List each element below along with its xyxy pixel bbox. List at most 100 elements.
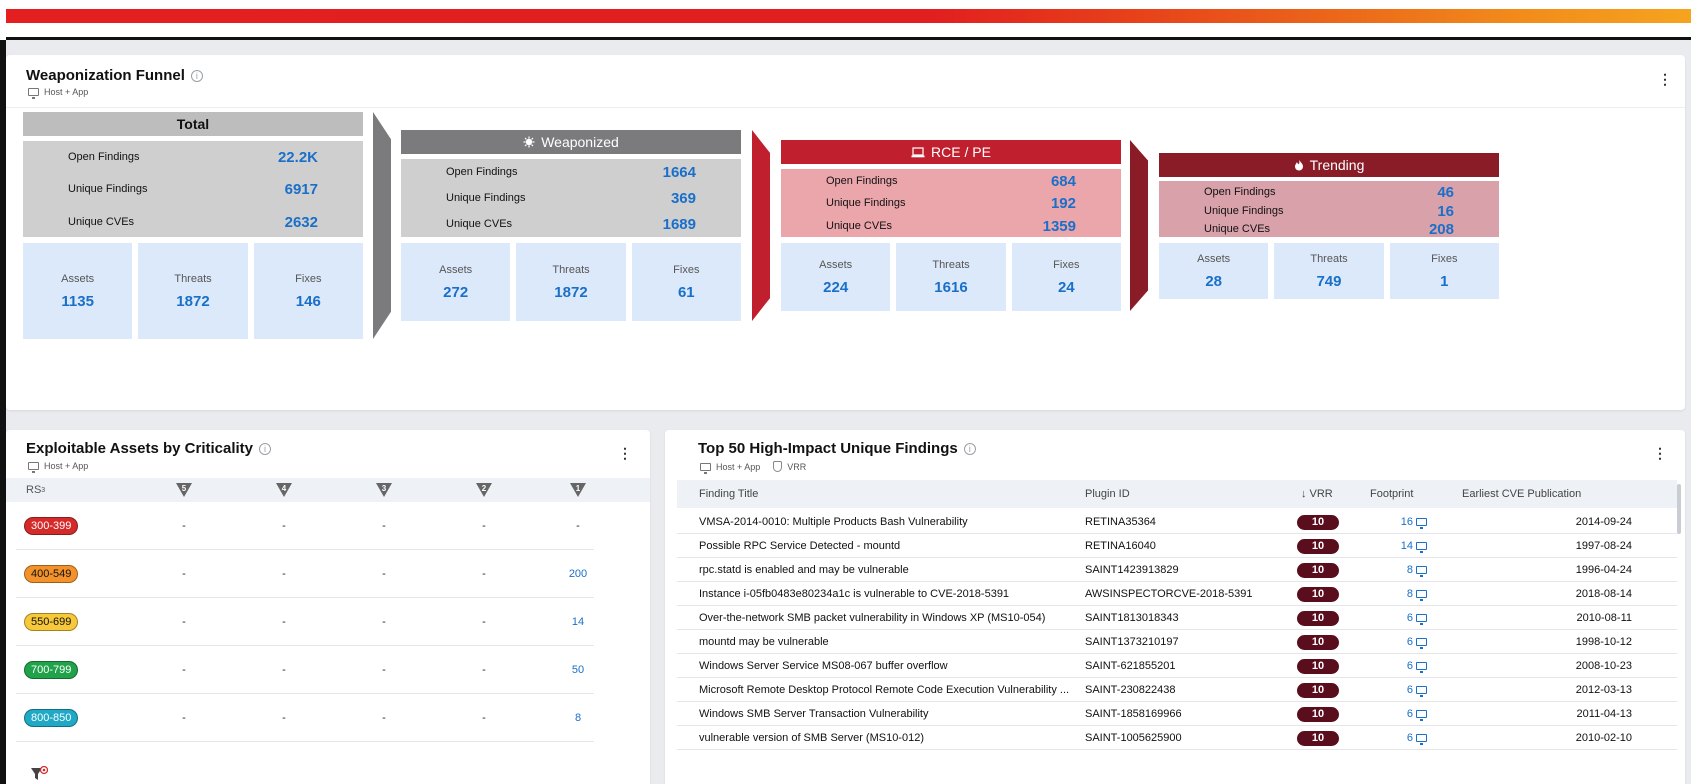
footprint-link[interactable]: 6 xyxy=(1407,732,1427,745)
summary-box-fixes[interactable]: Fixes 146 xyxy=(253,243,363,339)
summary-box-fixes[interactable]: Fixes 24 xyxy=(1011,243,1121,311)
col-earliest-cve[interactable]: Earliest CVE Publication xyxy=(1462,488,1582,500)
col-plugin-id[interactable]: Plugin ID xyxy=(1085,488,1130,500)
criticality-level-header[interactable]: 5 xyxy=(174,478,194,502)
vrr-cell: 10 xyxy=(1297,558,1347,582)
footprint-link[interactable]: 16 xyxy=(1400,516,1427,529)
exploitable-menu-button[interactable]: ⋮ xyxy=(618,445,632,461)
summary-box-threats[interactable]: Threats 1872 xyxy=(516,243,626,321)
summary-box-fixes[interactable]: Fixes 61 xyxy=(631,243,741,321)
criticality-level-header[interactable]: 2 xyxy=(474,478,494,502)
stage-metrics xyxy=(401,159,741,237)
plugin-id-cell: SAINT1423913829 xyxy=(1085,564,1179,576)
col-vrr[interactable]: ↓ VRR xyxy=(1301,480,1333,508)
metric-value[interactable]: 6917 xyxy=(284,180,318,198)
metric-value[interactable]: 208 xyxy=(1428,220,1454,238)
footprint-link[interactable]: 6 xyxy=(1406,636,1427,649)
earliest-cve-cell: 2008-10-23 xyxy=(1575,660,1632,672)
footprint-count: 6 xyxy=(1406,636,1413,648)
criticality-level-header[interactable]: 4 xyxy=(274,478,294,502)
asset-count-cell[interactable]: 14 xyxy=(571,616,585,628)
vrr-badge: 10 xyxy=(1297,682,1339,698)
asset-count-cell[interactable]: 8 xyxy=(574,712,582,724)
footprint-link[interactable]: 6 xyxy=(1407,612,1427,625)
footprint-link[interactable]: 8 xyxy=(1407,564,1427,577)
col-finding-title[interactable]: Finding Title xyxy=(699,488,759,500)
stage-header: RCE / PE xyxy=(781,140,1121,164)
criticality-level-header[interactable]: 1 xyxy=(568,478,588,502)
funnel-stage-rce[interactable]: RCE / PE Open Findings 684 Unique Findings 1… xyxy=(781,55,1121,355)
metric-row: Unique CVEs 2632 xyxy=(23,213,363,231)
footprint-link[interactable]: 14 xyxy=(1401,540,1427,553)
footprint-cell: 6 xyxy=(1357,606,1427,630)
plugin-id-cell: SAINT-1858169966 xyxy=(1085,708,1182,720)
info-icon[interactable]: i xyxy=(259,442,272,455)
finding-title-cell: vulnerable version of SMB Server (MS10-0… xyxy=(699,732,924,744)
summary-label: Threats xyxy=(932,258,970,271)
metric-label: Unique CVEs xyxy=(446,218,513,230)
table-row[interactable]: rpc.statd is enabled and may be vulnerab… xyxy=(677,558,1677,582)
risk-range-badge: 300-399 xyxy=(24,517,79,535)
summary-box-assets[interactable]: Assets 272 xyxy=(401,243,511,321)
criticality-triangle-icon: 3 xyxy=(376,483,392,497)
funnel-stage-weaponized[interactable]: Weaponized Open Findings 1664 Unique Findin… xyxy=(401,55,741,355)
plugin-id-cell: RETINA35364 xyxy=(1085,516,1156,528)
info-icon[interactable]: i xyxy=(190,69,203,82)
criticality-triangle-icon: 1 xyxy=(570,483,586,497)
metric-row: Open Findings 46 xyxy=(1159,183,1499,201)
summary-box-fixes[interactable]: Fixes 1 xyxy=(1389,243,1499,299)
vrr-badge: 10 xyxy=(1297,610,1339,626)
table-row[interactable]: Instance i-05fb0483e80234a1c is vulnerab… xyxy=(677,582,1677,606)
summary-box-assets[interactable]: Assets 1135 xyxy=(23,243,133,339)
footprint-count: 16 xyxy=(1400,516,1413,528)
stage-header: Trending xyxy=(1159,153,1499,177)
info-icon[interactable]: i xyxy=(963,442,976,455)
summary-value: 1872 xyxy=(554,283,588,301)
table-row[interactable]: Windows Server Service MS08-067 buffer o… xyxy=(677,654,1677,678)
table-row[interactable]: Possible RPC Service Detected - mountd RE… xyxy=(677,534,1677,558)
summary-box-threats[interactable]: Threats 749 xyxy=(1274,243,1384,299)
metric-value[interactable]: 16 xyxy=(1437,202,1454,220)
footprint-link[interactable]: 6 xyxy=(1407,708,1427,721)
filter-icon[interactable] xyxy=(30,766,48,782)
criticality-level-header[interactable]: 3 xyxy=(374,478,394,502)
summary-box-threats[interactable]: Threats 1616 xyxy=(896,243,1006,311)
summary-box-assets[interactable]: Assets 28 xyxy=(1159,243,1269,299)
top50-menu-button[interactable]: ⋮ xyxy=(1653,445,1667,461)
metric-value[interactable]: 684 xyxy=(1050,172,1076,190)
footprint-count: 6 xyxy=(1406,660,1413,672)
finding-title-cell: rpc.statd is enabled and may be vulnerab… xyxy=(699,564,909,576)
metric-value[interactable]: 46 xyxy=(1437,183,1454,201)
table-scrollbar[interactable] xyxy=(1677,484,1681,534)
asset-count-cell[interactable]: 50 xyxy=(571,664,585,676)
metric-value[interactable]: 1359 xyxy=(1042,217,1076,235)
funnel-stage-total[interactable]: Total Open Findings 22.2K Unique Findings 69… xyxy=(23,55,363,355)
footprint-link[interactable]: 8 xyxy=(1407,588,1427,601)
table-row[interactable]: Over-the-network SMB packet vulnerabilit… xyxy=(677,606,1677,630)
footprint-link[interactable]: 6 xyxy=(1407,684,1427,697)
table-row[interactable]: Windows SMB Server Transaction Vulnerabi… xyxy=(677,702,1677,726)
metric-label: Open Findings xyxy=(68,151,140,163)
col-footprint[interactable]: Footprint xyxy=(1370,488,1414,500)
table-row[interactable]: VMSA-2014-0010: Multiple Products Bash V… xyxy=(677,510,1677,534)
metric-row: Open Findings 684 xyxy=(781,172,1121,190)
asset-count-cell[interactable]: 200 xyxy=(568,568,588,580)
footprint-link[interactable]: 6 xyxy=(1406,660,1427,673)
monitor-icon xyxy=(28,88,39,99)
finding-title-cell: VMSA-2014-0010: Multiple Products Bash V… xyxy=(699,516,968,528)
metric-value[interactable]: 22.2K xyxy=(277,148,318,166)
summary-value: 24 xyxy=(1057,278,1075,296)
finding-title-cell: Over-the-network SMB packet vulnerabilit… xyxy=(699,612,1046,624)
metric-value[interactable]: 192 xyxy=(1050,194,1076,212)
summary-box-threats[interactable]: Threats 1872 xyxy=(138,243,248,339)
summary-box-assets[interactable]: Assets 224 xyxy=(781,243,891,311)
table-row[interactable]: Microsoft Remote Desktop Protocol Remote… xyxy=(677,678,1677,702)
funnel-menu-button[interactable]: ⋮ xyxy=(1658,71,1672,87)
table-row[interactable]: mountd may be vulnerable SAINT1373210197 1… xyxy=(677,630,1677,654)
metric-value[interactable]: 1689 xyxy=(662,215,696,233)
metric-value[interactable]: 2632 xyxy=(284,213,318,231)
metric-value[interactable]: 1664 xyxy=(662,163,696,181)
funnel-stage-trending[interactable]: Trending Open Findings 46 Unique Findings 16… xyxy=(1159,55,1499,355)
metric-value[interactable]: 369 xyxy=(670,189,696,207)
table-row[interactable]: vulnerable version of SMB Server (MS10-0… xyxy=(677,726,1677,750)
